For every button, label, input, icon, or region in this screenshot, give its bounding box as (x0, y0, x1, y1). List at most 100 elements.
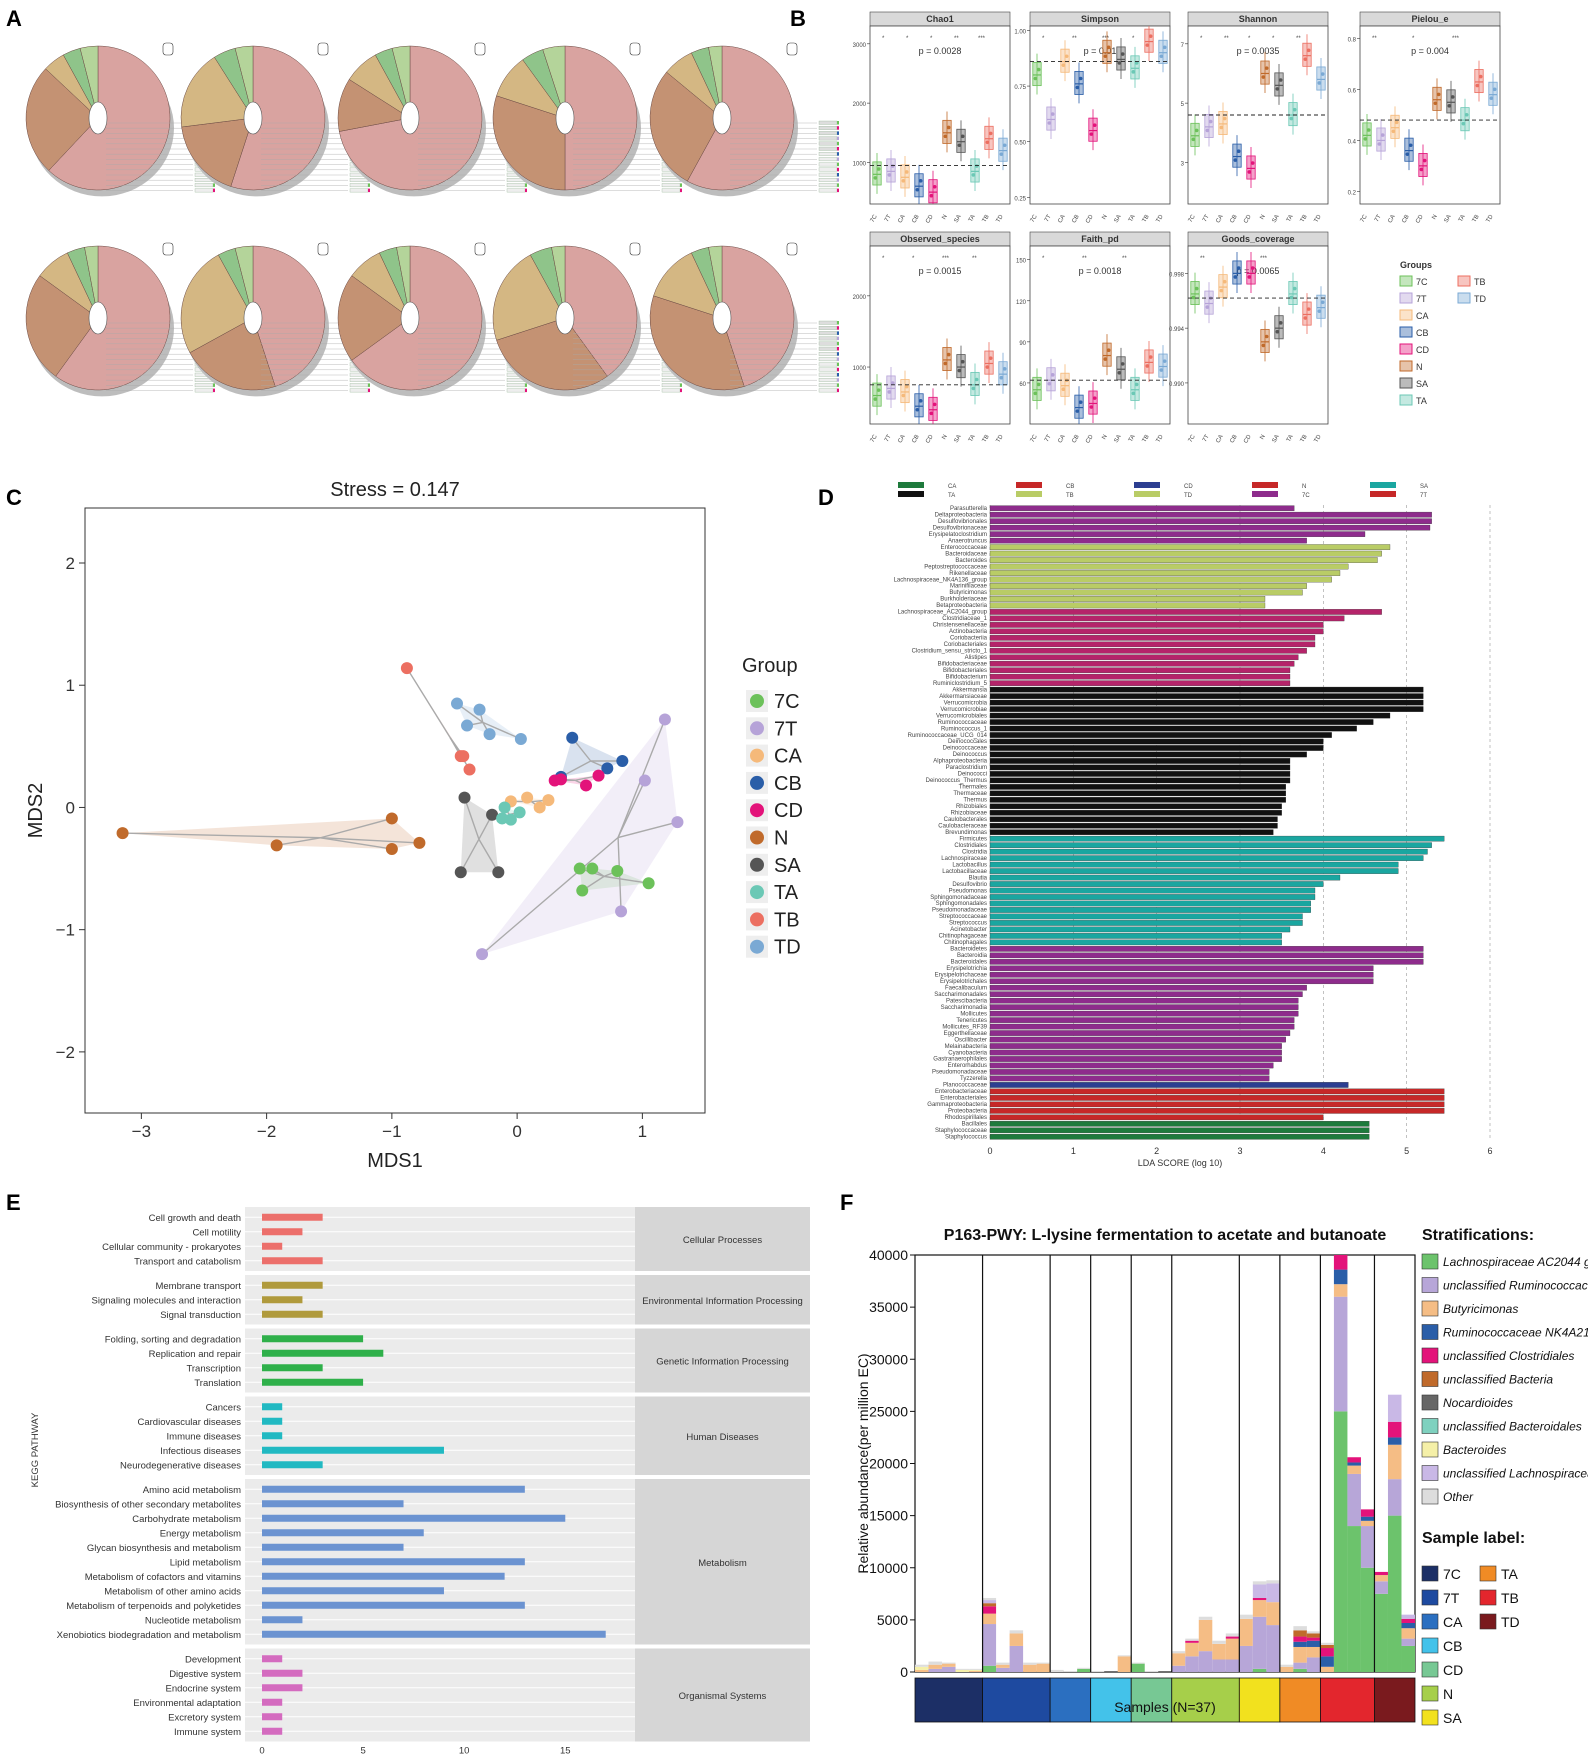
box-point (1148, 34, 1153, 39)
spider-line (603, 875, 649, 884)
pie-legend-mark (837, 147, 839, 151)
lda-bar (989, 648, 1307, 654)
scatter-point-TA (498, 801, 511, 814)
lda-label: Enterococcaceae (941, 545, 988, 551)
box-point (1036, 67, 1041, 72)
legend-label: 7T (1420, 493, 1427, 499)
lda-bar (989, 926, 1291, 933)
scatter-point-CB (601, 762, 614, 775)
pie-legend-key (818, 378, 838, 382)
sample-legend-title: Sample label: (1422, 1530, 1525, 1547)
box-point (1131, 70, 1136, 74)
box-point (1320, 300, 1325, 305)
pie-legend-key (818, 331, 838, 336)
pie-legend-mark (837, 136, 839, 141)
legend-key (750, 775, 764, 790)
box (970, 158, 980, 183)
stack-segment (996, 1662, 1010, 1665)
pie-legend-mark (837, 347, 839, 351)
lda-bar (989, 596, 1266, 602)
pie-legend-mark (837, 141, 839, 146)
stack-segment (1117, 1655, 1132, 1657)
facet-label: Cellular Processes (683, 1235, 762, 1246)
lda-bar (989, 984, 1307, 991)
lda-label: Gastranaerophilales (933, 1057, 987, 1063)
legend-label: TA (948, 493, 955, 499)
legend-label: N (1416, 362, 1423, 372)
x-tick-label: CA (1387, 214, 1396, 224)
stack-segment (915, 1669, 929, 1672)
legend-label: CB (1066, 484, 1074, 490)
significance-mark: ** (1072, 36, 1077, 42)
legend-label: SA (1416, 379, 1428, 389)
y-tick-label: 1000 (853, 366, 867, 372)
panel-e: Cellular Processes Cell growth and death C… (30, 1207, 810, 1761)
pie-legend-mark (837, 183, 839, 187)
lda-label: Chitinophagaceae (939, 934, 988, 940)
box-point (1064, 54, 1069, 59)
box-point (901, 179, 906, 183)
box-point (1261, 75, 1266, 79)
scatter-point-SA (486, 808, 499, 821)
box-point (1089, 132, 1094, 136)
lda-bar (989, 803, 1282, 810)
lda-label: Bifidobacterium (946, 674, 987, 680)
lda-bar (989, 829, 1274, 836)
pie-hole (555, 101, 575, 135)
strat-legend-label: unclassified Ruminococcaceae (1443, 1279, 1588, 1293)
pie-legend-mark (525, 188, 527, 193)
legend-label: 7C (1302, 493, 1310, 499)
pie-legend-mark (837, 131, 839, 135)
pie-legend-key (194, 188, 214, 193)
kegg-bar (262, 1364, 323, 1372)
legend-key (1134, 482, 1160, 488)
x-tick-label: TD (1314, 433, 1324, 444)
box-point (1120, 52, 1125, 56)
box-point (929, 193, 934, 198)
pie-legend-key (661, 178, 681, 182)
lda-bar (989, 563, 1349, 570)
scatter-point-N (385, 812, 398, 825)
scatter-point-TA (504, 813, 517, 826)
kegg-bar (262, 1403, 283, 1411)
stack-segment (1266, 1580, 1280, 1584)
strat-legend-key (1421, 1300, 1439, 1317)
pie-legend-key (818, 152, 838, 156)
scatter-point-TD (483, 728, 496, 741)
box (1316, 294, 1326, 319)
facet-label: Genetic Information Processing (656, 1357, 789, 1368)
box (886, 375, 896, 400)
sample-legend-label: TA (1501, 1566, 1519, 1582)
kegg-label: Replication and repair (149, 1349, 241, 1360)
strat-legend-label: Butyricimonas (1443, 1302, 1518, 1316)
stack-segment (969, 1670, 983, 1672)
pie-slice (708, 245, 723, 319)
scatter-point-CA (542, 794, 555, 807)
box-point (1061, 63, 1066, 67)
x-tick-label: N (1259, 214, 1266, 221)
lda-bar (989, 725, 1357, 732)
significance-mark: * (1412, 36, 1415, 42)
kegg-label: Signaling molecules and interaction (92, 1295, 241, 1306)
x-tick-label: CA (897, 214, 906, 224)
pie-legend-key (194, 388, 214, 393)
pie-legend-key (194, 183, 214, 188)
lda-bar (989, 641, 1316, 648)
box-point (1106, 45, 1111, 50)
legend-key (750, 885, 764, 900)
strat-legend-key (1421, 1465, 1439, 1481)
box-point (971, 173, 976, 177)
pie-hole (88, 101, 108, 135)
facet-title: Faith_pd (1081, 234, 1119, 244)
pie-hole (712, 101, 732, 135)
pie-legend-mark (837, 352, 839, 356)
pie-legend-key (818, 172, 838, 177)
y-tick-label: 5 (1181, 102, 1185, 108)
box (1130, 376, 1140, 401)
lda-label: Acinetobacter (950, 927, 987, 933)
box-point (1145, 364, 1150, 368)
pie-legend-key (818, 188, 838, 193)
box (928, 179, 938, 204)
x-tick-label: TD (996, 433, 1006, 444)
